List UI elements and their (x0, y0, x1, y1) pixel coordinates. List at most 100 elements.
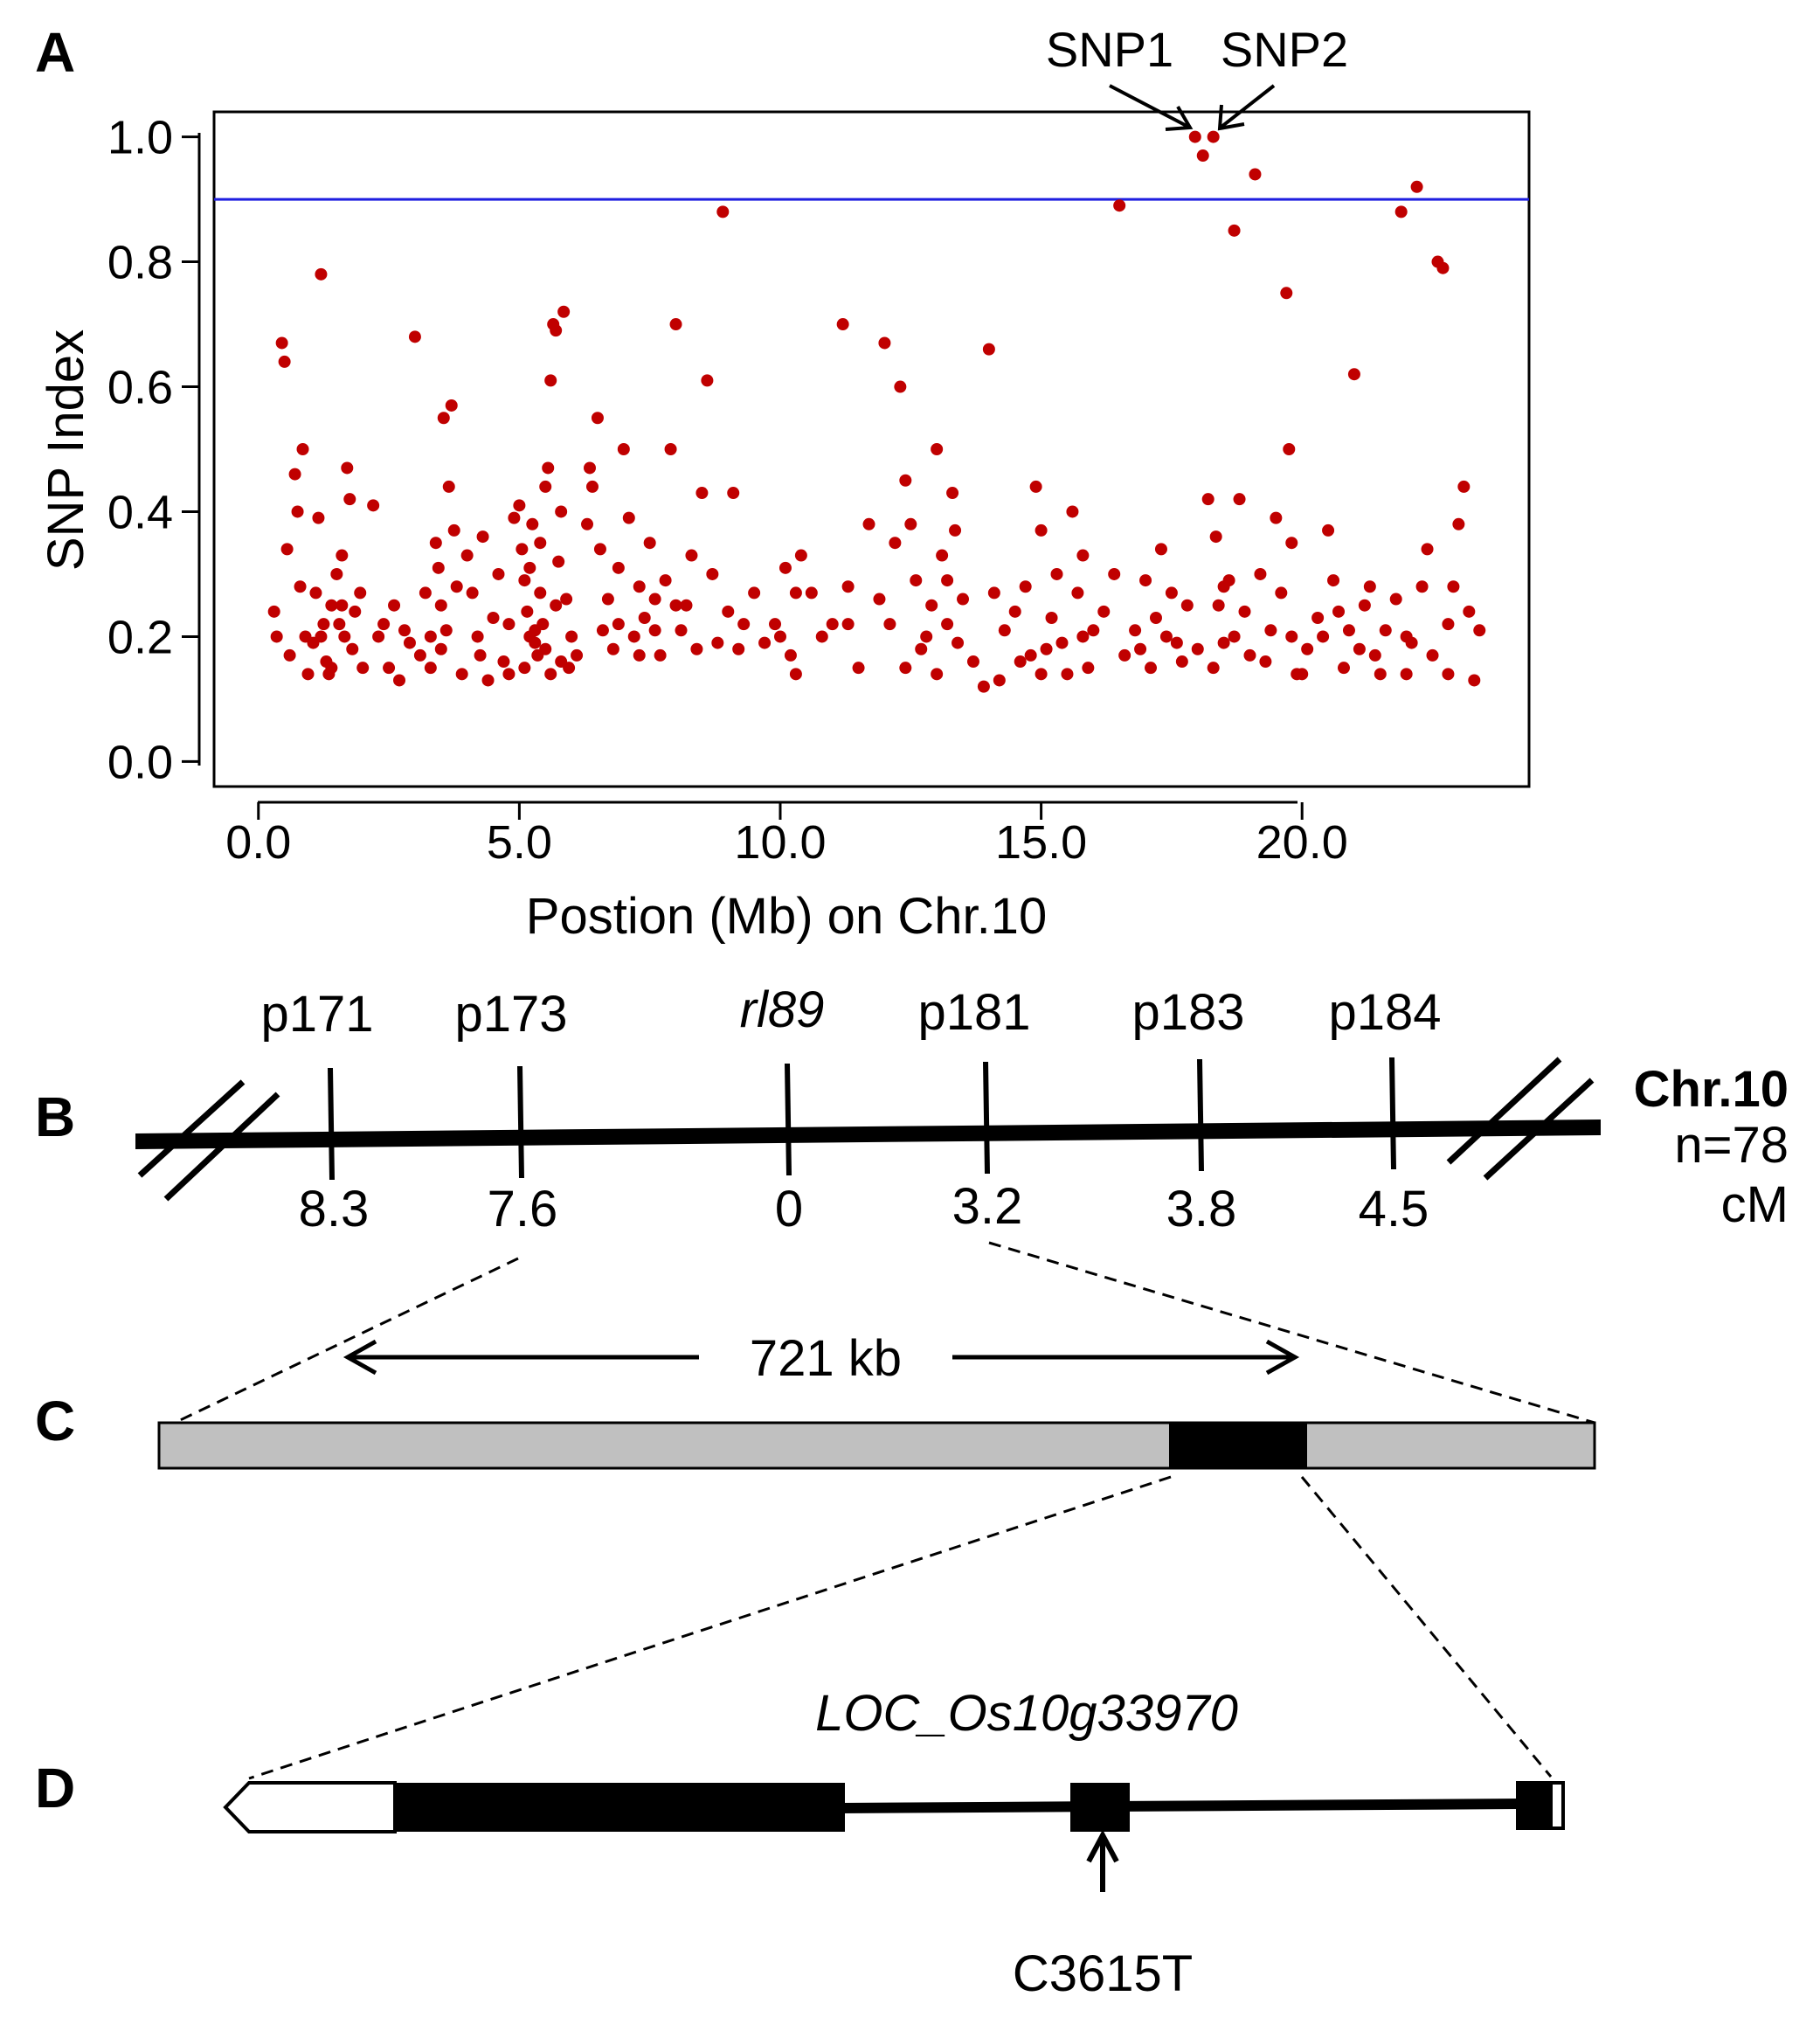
unit-label: cM (1721, 1176, 1789, 1233)
snp1-arrow (1109, 84, 1194, 131)
data-point (1071, 586, 1084, 600)
interval-arrow-left (343, 1339, 699, 1376)
data-points (267, 130, 1486, 693)
data-point (354, 586, 367, 600)
data-point (1426, 648, 1439, 662)
marker-p171: p171 (260, 986, 373, 1043)
data-point (596, 624, 609, 637)
data-point (952, 636, 965, 649)
data-point (1327, 574, 1340, 587)
data-point (1436, 261, 1450, 274)
data-point (439, 624, 453, 637)
data-point (526, 517, 539, 530)
distance-p181: 3.2 (952, 1178, 1023, 1235)
x-tick-label: 15.0 (995, 816, 1087, 869)
data-point (529, 624, 542, 637)
data-point (450, 580, 463, 593)
data-point (398, 624, 411, 637)
snp2-arrow (1217, 84, 1276, 131)
data-point (873, 593, 886, 606)
data-point (584, 461, 596, 475)
data-point (1270, 511, 1283, 524)
data-point (1228, 630, 1241, 643)
data-point (1175, 655, 1188, 669)
data-point (429, 537, 442, 550)
data-point (1212, 599, 1225, 612)
distance-rl89: 0 (775, 1181, 803, 1237)
data-point (1118, 648, 1131, 662)
data-point (1285, 630, 1298, 643)
data-point (275, 336, 288, 350)
data-point (325, 662, 338, 675)
data-point (1442, 618, 1455, 631)
data-point (481, 674, 495, 687)
data-point (622, 511, 635, 524)
data-point (560, 593, 573, 606)
panel-b-letter: B (35, 1085, 75, 1148)
gene-structure: LOC_Os10g33970 C3615T (223, 1475, 1565, 2002)
chromosome-bar (135, 1119, 1601, 1149)
data-point (633, 648, 646, 662)
panel-d-letter: D (35, 1757, 75, 1820)
data-point (648, 624, 661, 637)
data-point (669, 318, 682, 331)
data-point (1139, 574, 1152, 587)
data-point (1145, 662, 1158, 675)
data-point (1243, 648, 1256, 662)
data-point (393, 674, 406, 687)
data-point (471, 630, 484, 643)
data-point (1196, 149, 1209, 163)
data-point (1134, 642, 1147, 655)
data-point (534, 586, 547, 600)
data-point (1050, 567, 1063, 580)
data-point (910, 574, 923, 587)
x-tick-label: 10.0 (734, 816, 826, 869)
data-point (1394, 205, 1408, 218)
data-point (941, 618, 954, 631)
data-point (1347, 368, 1360, 381)
data-point (899, 474, 912, 487)
data-point (476, 530, 489, 544)
data-point (1452, 517, 1465, 530)
data-point (1087, 624, 1100, 637)
data-point (445, 399, 458, 412)
data-point (633, 580, 646, 593)
candidate-region (1169, 1423, 1307, 1468)
data-point (669, 599, 682, 612)
data-point (1233, 493, 1246, 506)
data-point (1040, 642, 1053, 655)
data-point (957, 593, 970, 606)
data-point (294, 580, 307, 593)
utr-5-prime (223, 1781, 397, 1833)
data-point (1019, 580, 1032, 593)
data-point (552, 555, 565, 568)
y-tick-label: 0.0 (107, 736, 173, 788)
y-tick-label: 0.2 (107, 611, 173, 663)
data-point (1055, 636, 1069, 649)
data-point (836, 318, 849, 331)
data-point (1283, 443, 1296, 455)
marker-tick (983, 1061, 990, 1175)
data-point (862, 517, 875, 530)
data-point (1322, 523, 1335, 537)
marker-tick (517, 1065, 524, 1179)
zoom-line-right-d (1300, 1476, 1553, 1778)
data-point (312, 511, 325, 524)
data-point (1029, 480, 1042, 493)
data-point (1473, 624, 1486, 637)
data-point (434, 599, 447, 612)
data-point (627, 630, 640, 643)
physical-interval: 721 kb (157, 1241, 1596, 1470)
data-point (784, 648, 797, 662)
data-point (1180, 599, 1194, 612)
data-point (852, 662, 865, 675)
data-point (1317, 630, 1330, 643)
data-point (356, 662, 370, 675)
data-point (727, 487, 740, 500)
data-point (315, 630, 328, 643)
x-axis-title: Postion (Mb) on Chr.10 (526, 888, 1047, 945)
data-point (437, 412, 450, 425)
data-point (325, 599, 338, 612)
marker-rl89: rl89 (740, 981, 825, 1038)
data-point (826, 618, 839, 631)
